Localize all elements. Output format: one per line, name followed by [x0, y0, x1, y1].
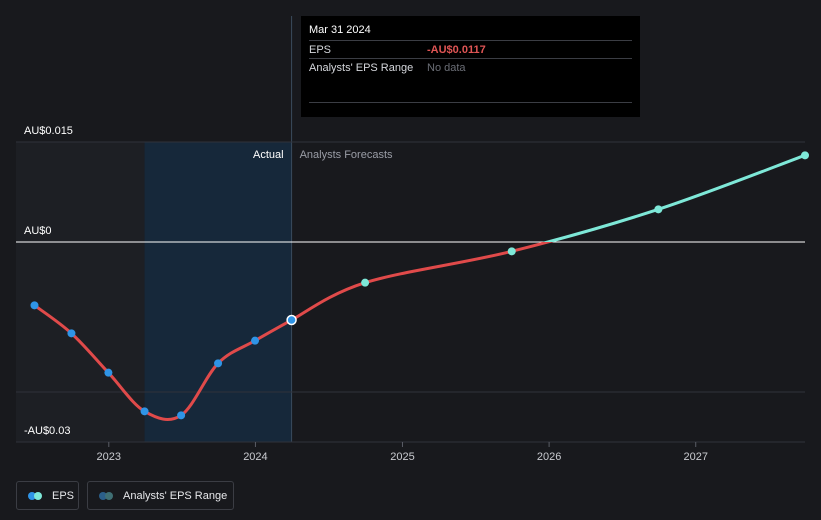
tooltip-eps-row: EPS -AU$0.0117	[309, 40, 632, 58]
actual-region-label: Actual	[253, 149, 284, 161]
eps-forecast-point	[654, 205, 663, 214]
eps-actual-point	[251, 336, 260, 345]
tooltip-eps-label: EPS	[309, 43, 332, 56]
range-legend-icon	[99, 491, 115, 500]
x-tick-label: 2027	[683, 451, 707, 463]
y-tick-label: -AU$0.03	[24, 425, 70, 437]
tooltip-divider	[309, 102, 632, 103]
legend-eps-button[interactable]: EPS	[16, 481, 79, 510]
x-tick-label: 2023	[97, 451, 121, 463]
eps-forecast-point	[507, 247, 516, 256]
eps-legend-icon	[28, 491, 44, 500]
eps-actual-point	[286, 314, 297, 326]
tooltip-date: Mar 31 2024	[309, 24, 371, 36]
eps-forecast-point	[801, 151, 809, 160]
eps-actual-point	[214, 359, 223, 368]
actual-highlight-band	[144, 142, 292, 442]
eps-actual-point	[177, 411, 186, 420]
eps-actual-line	[33, 304, 293, 421]
eps-forecast-line-negative	[290, 242, 554, 322]
eps-actual-point	[140, 407, 149, 416]
x-tick-label: 2025	[390, 451, 414, 463]
eps-actual-point	[67, 329, 76, 338]
tooltip-eps-value: -AU$0.0117	[427, 43, 486, 56]
past-band	[16, 142, 145, 442]
x-axis-labels: 2023 2024 2025 2026 2027	[97, 442, 708, 463]
y-tick-label: AU$0	[24, 225, 52, 237]
grid-lines	[16, 141, 805, 443]
eps-forecast-point	[361, 278, 370, 287]
forecast-region-label: Analysts Forecasts	[300, 149, 393, 161]
eps-actual-point	[30, 301, 39, 310]
legend-range-label: Analysts' EPS Range	[123, 489, 228, 502]
x-tick-label: 2024	[243, 451, 267, 463]
x-tick-label: 2026	[537, 451, 561, 463]
y-axis-labels: AU$0.015 AU$0 -AU$0.03	[24, 125, 73, 437]
y-tick-label: AU$0.015	[24, 125, 73, 137]
eps-actual-point	[104, 368, 113, 377]
tooltip-range-value: No data	[427, 61, 466, 74]
eps-tooltip: Mar 31 2024 EPS -AU$0.0117 Analysts' EPS…	[301, 16, 640, 117]
tooltip-range-row: Analysts' EPS Range No data	[309, 58, 632, 76]
legend-range-button[interactable]: Analysts' EPS Range	[87, 481, 234, 510]
tooltip-range-label: Analysts' EPS Range	[309, 61, 414, 74]
legend-eps-label: EPS	[52, 489, 75, 502]
eps-forecast-line-positive	[542, 153, 806, 242]
eps-series	[30, 151, 809, 421]
